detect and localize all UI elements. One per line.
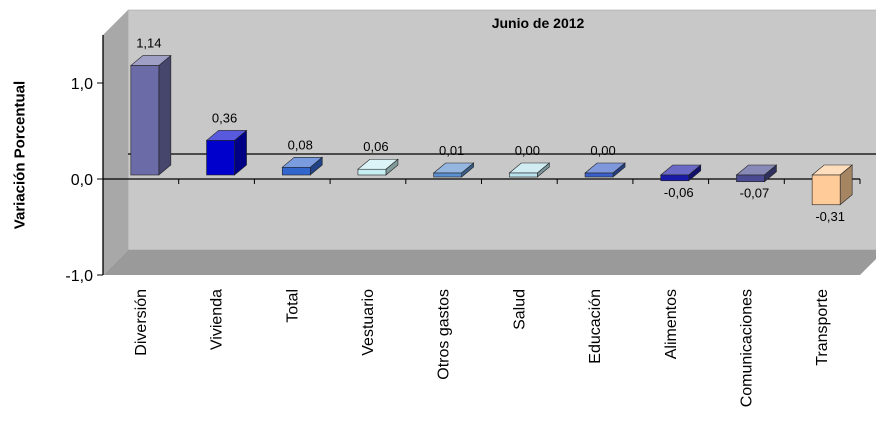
bar-value-label: 0,00 — [515, 143, 540, 158]
category-label: Alimentos — [663, 289, 680, 359]
bar-0 — [130, 54, 172, 176]
category-label: Comunicaciones — [738, 289, 755, 407]
bar-9 — [811, 164, 853, 206]
bar-8 — [735, 164, 778, 183]
bar-front — [584, 172, 614, 178]
category-label: Vivienda — [209, 289, 226, 350]
bar-value-label: 1,14 — [136, 36, 161, 51]
bar-front — [357, 168, 387, 176]
plot-left-wall — [103, 10, 128, 275]
bar-front — [736, 174, 765, 183]
bar-value-label: 0,01 — [439, 143, 464, 158]
bar-value-label: -0,07 — [740, 186, 770, 201]
bar-front — [811, 174, 841, 206]
y-axis-label: Variación Porcentual — [11, 80, 29, 230]
bar-front — [206, 140, 235, 176]
bar-value-label: 0,36 — [212, 110, 237, 125]
bar-side — [158, 54, 172, 176]
bar-value-label: 0,08 — [288, 137, 313, 152]
y-tick-label: -1,0 — [65, 268, 93, 285]
y-tick-label: 1,0 — [71, 76, 93, 93]
bar-front — [660, 174, 690, 182]
bar-value-label: 0,00 — [590, 143, 615, 158]
bar-7 — [659, 164, 702, 182]
plot-back-wall — [127, 9, 876, 251]
bar-3 — [357, 158, 399, 176]
category-label: Otros gastos — [436, 289, 453, 380]
category-label: Vestuario — [360, 289, 377, 356]
bar-2 — [281, 156, 324, 176]
category-label: Total — [284, 289, 301, 323]
bar-1 — [205, 129, 248, 176]
category-label: Salud — [511, 289, 528, 330]
chart-title: Junio de 2012 — [492, 15, 585, 31]
bar-value-label: -0,31 — [815, 209, 845, 224]
y-axis-label-wrap: Variación Porcentual — [0, 0, 40, 290]
bar-4 — [432, 162, 475, 178]
bar-front — [281, 167, 311, 176]
bar-6 — [584, 162, 626, 178]
bar-5 — [508, 162, 551, 178]
category-label: Transporte — [814, 289, 831, 366]
bar-front — [433, 172, 462, 178]
y-tick-label: 0,0 — [71, 172, 93, 189]
category-label: Diversión — [133, 289, 150, 356]
bar-value-label: 0,06 — [363, 139, 388, 154]
category-label: Educación — [587, 289, 604, 364]
bar-front — [130, 65, 160, 176]
bar-value-label: -0,06 — [664, 185, 694, 200]
plot-floor — [103, 250, 876, 275]
bar-front — [509, 172, 538, 178]
